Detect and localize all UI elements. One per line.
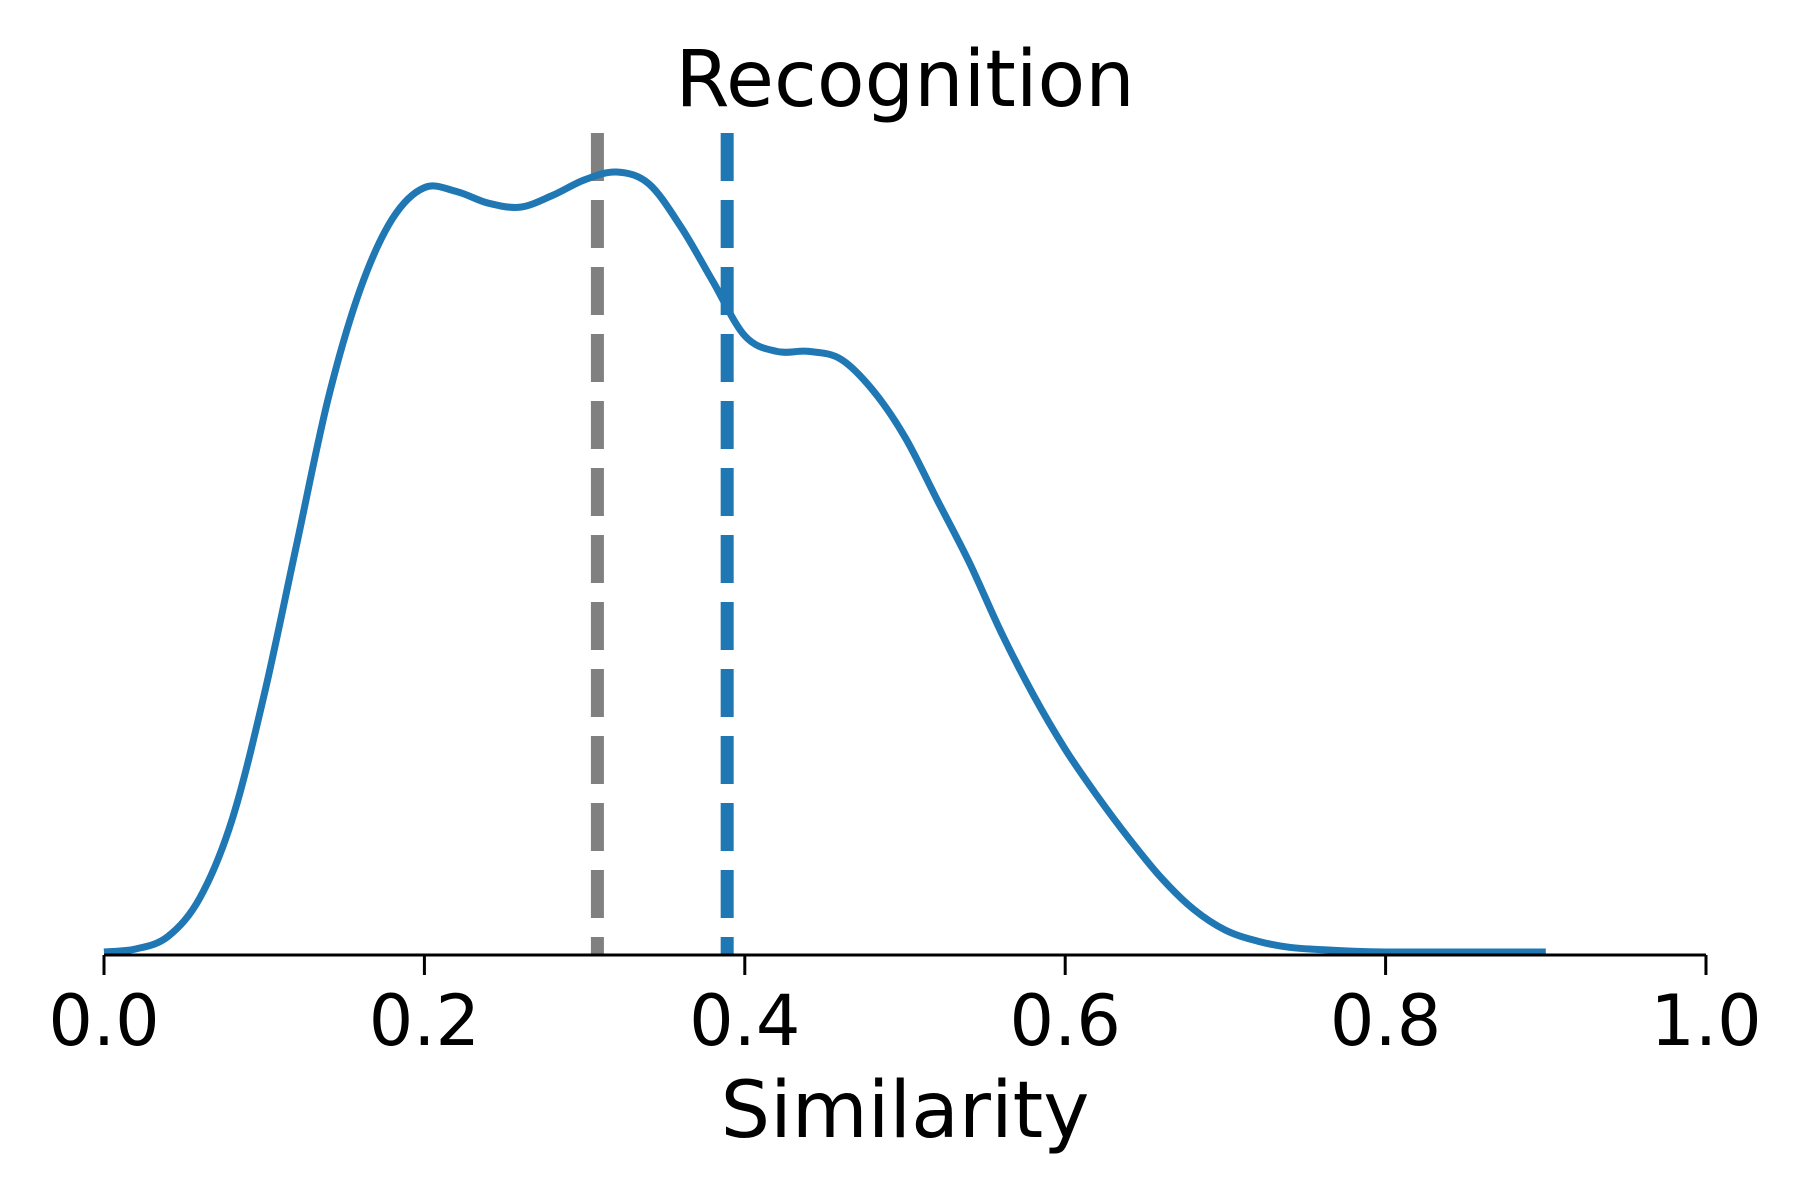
reference-lines (590, 133, 734, 955)
chart-title: Recognition (675, 35, 1134, 125)
x-tick-label: 0.8 (1330, 980, 1441, 1062)
density-curve-1 (103, 168, 1546, 956)
x-tick-label: 0.2 (369, 980, 480, 1062)
x-tick-label: 1.0 (1650, 980, 1761, 1062)
x-axis-ticks: 0.0 0.2 0.4 0.6 0.8 1.0 (48, 955, 1762, 1062)
x-axis-label: Similarity (721, 1066, 1090, 1156)
x-tick-label: 0.0 (48, 980, 159, 1062)
series-layer (103, 168, 1546, 956)
x-tick-label: 0.6 (1010, 980, 1121, 1062)
x-tick-label: 0.4 (689, 980, 800, 1062)
